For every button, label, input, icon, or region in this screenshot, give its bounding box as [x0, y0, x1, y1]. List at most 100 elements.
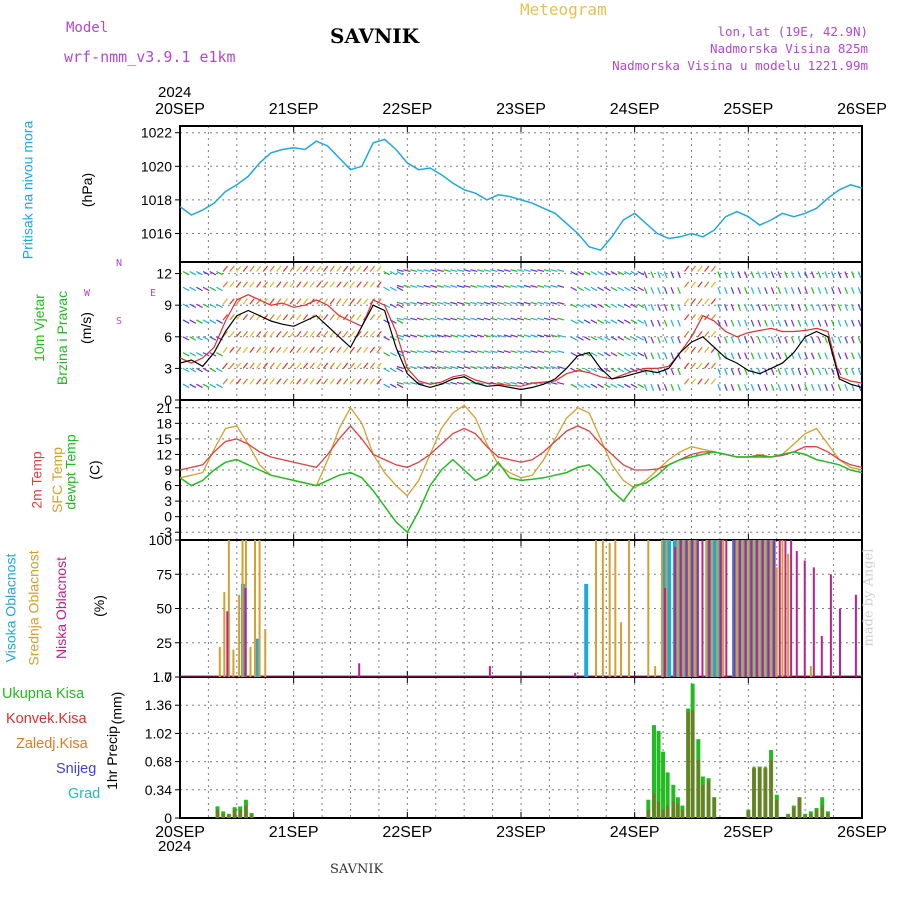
wind-arrow: [724, 383, 728, 391]
wind-arrow: [209, 367, 217, 373]
y-tick-label: 21: [156, 400, 172, 416]
wind-arrow: [550, 317, 558, 321]
wind-arrow: [697, 330, 703, 338]
wind-arrow: [770, 383, 775, 391]
wind-arrow: [356, 378, 362, 385]
wind-arrow: [249, 346, 255, 353]
dewpt-line: [179, 451, 863, 534]
wind-arrow: [510, 284, 518, 288]
wind-arrow: [490, 317, 498, 321]
wind-arrow: [630, 383, 638, 389]
wind-arrow: [343, 265, 349, 272]
wind-arrow: [630, 303, 638, 309]
wind-arrow: [737, 352, 742, 360]
wind-arrow: [463, 284, 471, 288]
wind-arrow: [209, 383, 217, 389]
wind-arrow: [744, 383, 748, 391]
wind-arrow: [182, 367, 190, 373]
wind-arrow: [797, 368, 802, 376]
wind-arrow: [443, 269, 451, 273]
wind-arrow: [450, 269, 458, 273]
precip-conv-bar: [786, 815, 790, 818]
wind-arrow: [570, 286, 578, 292]
precip-conv-bar: [680, 809, 684, 818]
wind-arrow: [637, 303, 645, 309]
wind-arrow: [236, 298, 242, 305]
wind-arrow: [276, 314, 282, 321]
wind-arrow: [383, 383, 391, 389]
wind-arrow: [610, 270, 618, 276]
wind-arrow: [216, 303, 223, 309]
wind-arrow: [289, 298, 295, 305]
wind-arrow: [196, 286, 203, 292]
wind-arrow: [490, 350, 498, 354]
panel-wind: 0 3 6 9 12: [156, 261, 863, 408]
wind-arrow: [410, 350, 418, 354]
wind-arrow: [229, 298, 235, 305]
wind-arrow: [530, 350, 538, 354]
wind-arrow: [770, 319, 775, 327]
wind-arrow: [369, 314, 376, 321]
wind-arrows: [182, 265, 862, 391]
wind-arrow: [336, 298, 342, 305]
wind-arrow: [376, 298, 382, 305]
model-label: Model: [66, 20, 109, 36]
wind-arrow: [363, 265, 369, 272]
wind-arrow: [262, 362, 269, 369]
y-tick-label: 0.34: [145, 782, 172, 798]
wind-arrow: [744, 336, 748, 344]
wind-arrow: [857, 319, 862, 327]
wind-arrow: [363, 362, 369, 369]
wind-arrow: [209, 336, 217, 341]
wind-arrow: [530, 301, 538, 305]
wind-arrow: [356, 265, 362, 272]
y-tick-label: 1.36: [145, 697, 172, 713]
wind-arrow: [590, 352, 598, 357]
y-tick-label: 6: [164, 478, 172, 494]
meteogram-title: Meteogram: [520, 0, 607, 19]
wind-arrow: [302, 265, 309, 272]
precip-label: 1hr Precip: [103, 726, 120, 790]
wind-arrow: [490, 301, 498, 305]
x-day-label: 23SEP: [496, 824, 546, 841]
wind-arrow: [550, 366, 558, 369]
wind-arrow: [403, 317, 411, 321]
wind-arrow: [844, 319, 849, 327]
wind-arrow: [450, 334, 458, 338]
wind-arrow: [543, 317, 551, 321]
lonlat-info: lon,lat (19E, 42.9N): [717, 24, 868, 39]
wind-arrow: [396, 286, 404, 292]
wind-arrow: [817, 271, 822, 279]
wind-arrow: [777, 319, 782, 327]
wind-arrow: [503, 301, 511, 305]
wind-arrow: [343, 298, 349, 305]
wind-arrow: [316, 346, 322, 353]
wind-arrow: [851, 319, 855, 327]
wind-label-1: 10m Vjetar: [30, 294, 47, 362]
wind-arrow: [851, 352, 855, 360]
wind-arrow: [189, 383, 197, 389]
precip-conv-bar: [707, 780, 711, 818]
wind-arrow: [202, 319, 210, 324]
wind-arrow: [343, 362, 349, 369]
wind-arrow: [784, 368, 788, 376]
wind-arrow: [824, 319, 828, 327]
wind-arrow: [557, 301, 565, 305]
wind-arrow: [249, 314, 255, 321]
wind-arrow: [262, 298, 269, 305]
wind-arrow: [316, 281, 322, 288]
wind-arrow: [403, 381, 411, 385]
y-tick-label: 0: [164, 669, 172, 685]
wind-arrow: [690, 298, 696, 305]
wind-arrow: [289, 346, 295, 353]
precip-total-bar: [661, 751, 666, 818]
wind-arrow: [730, 319, 735, 327]
wind-arrow: [737, 368, 742, 376]
wind-arrow: [537, 301, 545, 305]
wind-arrow: [376, 346, 382, 353]
wind-arrow: [363, 378, 369, 385]
wind-arrow: [456, 301, 464, 305]
wind-arrow: [844, 271, 849, 279]
wind-arrow: [316, 362, 322, 369]
